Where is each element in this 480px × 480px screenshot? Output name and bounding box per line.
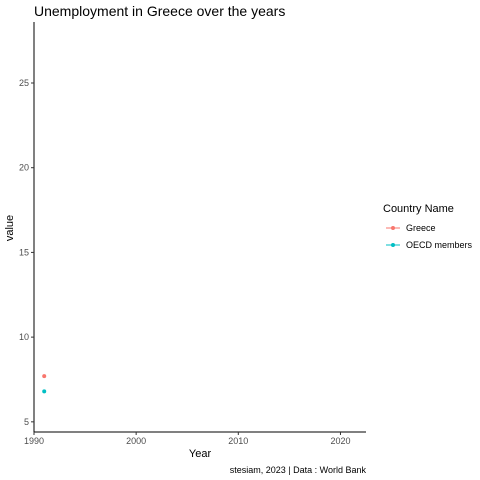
legend: Country Name Greece OECD members — [383, 203, 473, 250]
x-tick-label: 2010 — [228, 436, 248, 446]
y-tick-label: 25 — [19, 78, 29, 88]
x-axis-title: Year — [189, 448, 212, 460]
legend-label: Greece — [406, 223, 436, 233]
chart-caption: stesiam, 2023 | Data : World Bank — [230, 465, 367, 475]
y-tick-label: 15 — [19, 247, 29, 257]
data-point-greece — [42, 374, 47, 379]
y-tick-label: 20 — [19, 163, 29, 173]
x-axis: 1990 2000 2010 2020 — [24, 431, 366, 446]
plot-area — [42, 374, 47, 394]
legend-item-oecd-members: OECD members — [386, 240, 473, 250]
x-tick-label: 1990 — [24, 436, 44, 446]
y-axis-title: value — [4, 215, 16, 241]
legend-title: Country Name — [383, 203, 454, 215]
data-point-oecd-members — [42, 389, 47, 394]
legend-label: OECD members — [406, 240, 473, 250]
legend-key-point — [391, 243, 395, 247]
y-tick-label: 5 — [24, 417, 29, 427]
x-tick-label: 2000 — [126, 436, 146, 446]
y-axis: 5 10 15 20 25 — [19, 22, 35, 432]
legend-key-point — [391, 226, 395, 230]
legend-item-greece: Greece — [386, 223, 436, 233]
chart-title: Unemployment in Greece over the years — [34, 3, 285, 19]
y-tick-label: 10 — [19, 332, 29, 342]
x-tick-label: 2020 — [330, 436, 350, 446]
